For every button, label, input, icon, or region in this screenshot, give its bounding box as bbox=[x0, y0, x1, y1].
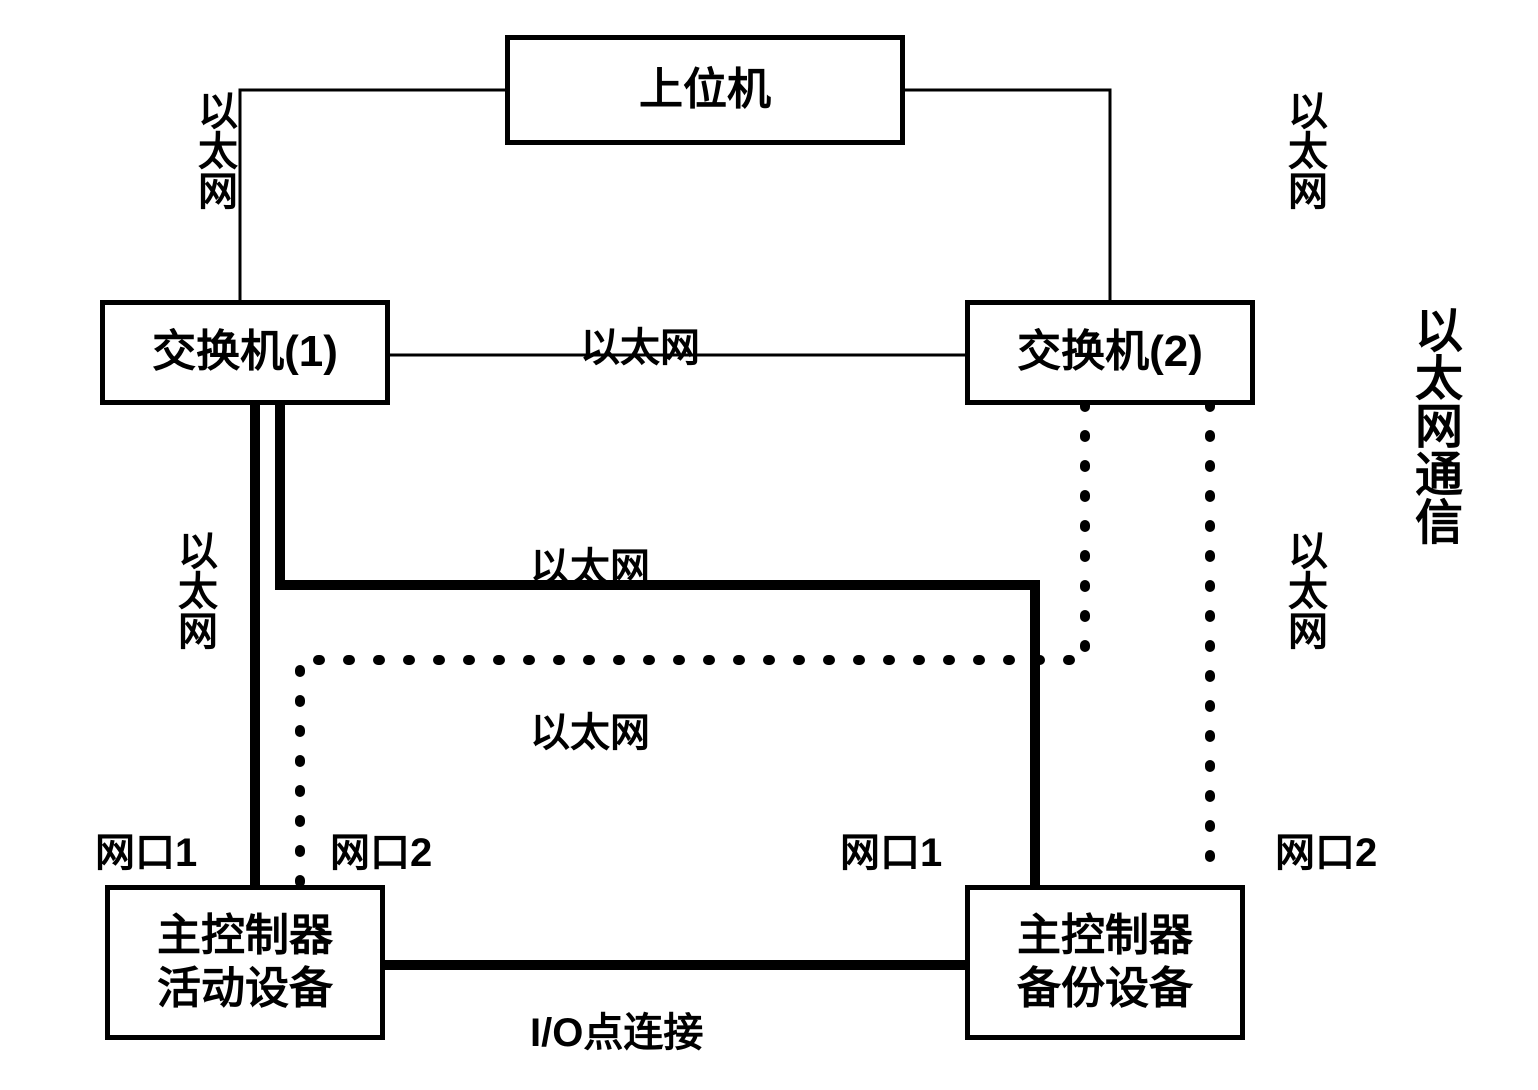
ethernet-comm-side-label: 以太网通信 bbox=[1398, 305, 1468, 545]
port1-right-label: 网口1 bbox=[840, 820, 942, 878]
controller-active-label: 主控制器活动设备 bbox=[157, 910, 333, 1016]
ethernet-label-topleft: 以太网 bbox=[185, 90, 243, 210]
switch2-box: 交换机(2) bbox=[965, 300, 1255, 405]
network-diagram: 上位机 交换机(1) 交换机(2) 主控制器活动设备 主控制器备份设备 以太网 … bbox=[0, 0, 1538, 1090]
port2-left-label: 网口2 bbox=[330, 820, 432, 878]
controller-backup-box: 主控制器备份设备 bbox=[965, 885, 1245, 1040]
switch2-label: 交换机(2) bbox=[1017, 326, 1203, 379]
ethernet-label-between-switches: 以太网 bbox=[580, 315, 700, 373]
port2-right-label: 网口2 bbox=[1275, 820, 1377, 878]
switch1-label: 交换机(1) bbox=[152, 326, 338, 379]
io-connection-label: I/O点连接 bbox=[530, 1000, 703, 1058]
ethernet-label-cross1: 以太网 bbox=[530, 535, 650, 593]
ethernet-label-rightdown: 以太网 bbox=[1275, 530, 1333, 650]
switch1-box: 交换机(1) bbox=[100, 300, 390, 405]
port1-left-label: 网口1 bbox=[95, 820, 197, 878]
ethernet-label-cross2: 以太网 bbox=[530, 700, 650, 758]
ethernet-label-topright: 以太网 bbox=[1275, 90, 1333, 210]
ethernet-label-leftdown: 以太网 bbox=[165, 530, 223, 650]
host-box: 上位机 bbox=[505, 35, 905, 145]
host-label: 上位机 bbox=[639, 64, 771, 117]
controller-backup-label: 主控制器备份设备 bbox=[1017, 910, 1193, 1016]
controller-active-box: 主控制器活动设备 bbox=[105, 885, 385, 1040]
